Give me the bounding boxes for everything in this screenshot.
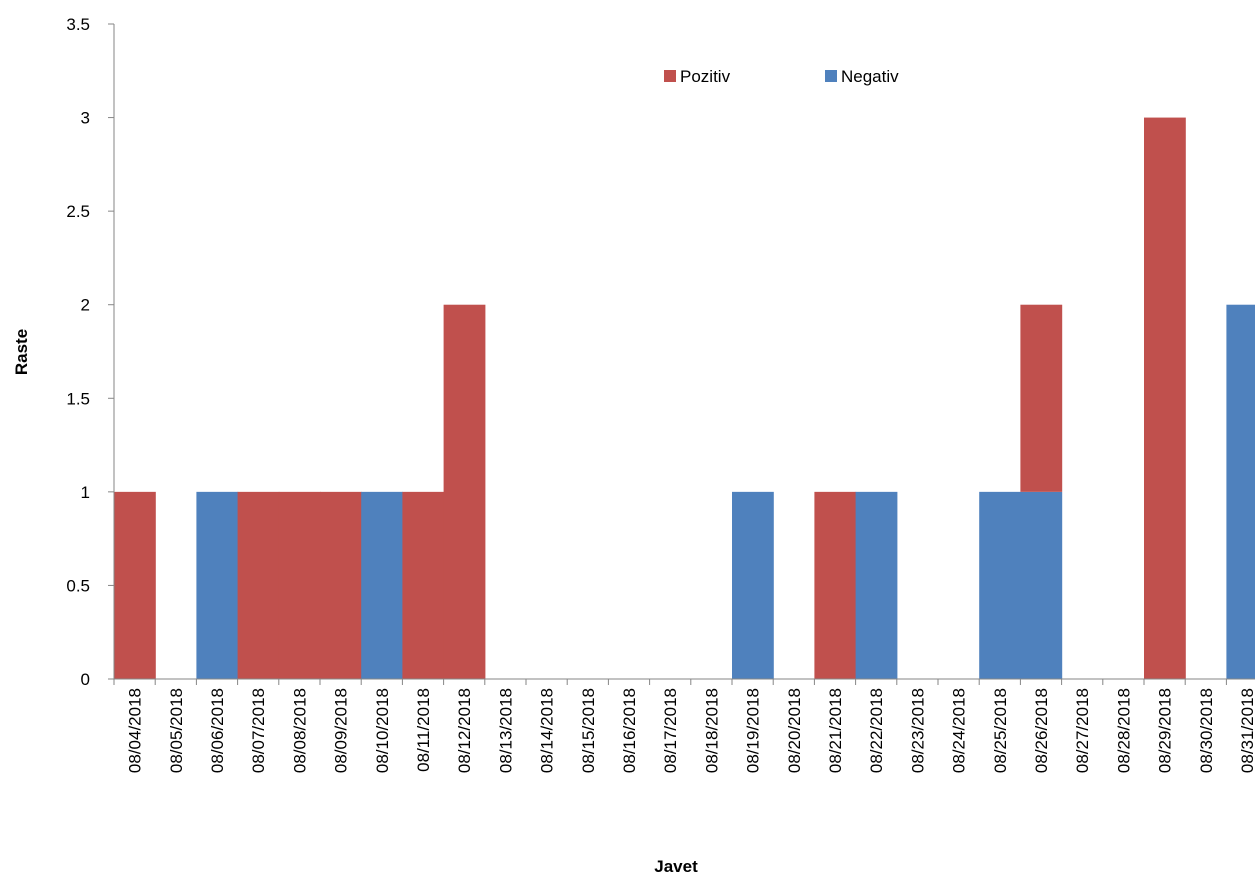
legend-swatch-negativ <box>825 70 837 82</box>
x-tick-label: 08/29/2018 <box>1156 688 1175 773</box>
legend: Pozitiv Negativ <box>664 67 899 86</box>
bar-negativ-08/31/2018 <box>1226 305 1255 679</box>
y-tick-label: 0.5 <box>66 576 90 595</box>
y-tick-label: 2.5 <box>66 202 90 221</box>
y-tick-label: 3.5 <box>66 15 90 34</box>
bar-pozitiv-08/29/2018 <box>1144 118 1186 679</box>
bar-pozitiv-08/07/2018 <box>238 492 280 679</box>
x-tick-label: 08/18/2018 <box>702 688 721 773</box>
x-tick-label: 08/31/2018 <box>1238 688 1255 773</box>
y-axis-ticks: 0 0.5 1 1.5 2 2.5 3 3.5 <box>66 15 114 689</box>
bar-pozitiv-08/08/2018 <box>279 492 321 679</box>
legend-swatch-pozitiv <box>664 70 676 82</box>
y-tick-label: 1 <box>81 483 90 502</box>
x-axis-title: Javet <box>654 857 698 876</box>
bars-layer <box>114 118 1255 679</box>
x-tick-label: 08/15/2018 <box>579 688 598 773</box>
x-tick-label: 08/06/2018 <box>208 688 227 773</box>
x-tick-label: 08/17/2018 <box>661 688 680 773</box>
x-tick-label: 08/11/2018 <box>414 688 433 772</box>
x-tick-label: 08/27/2018 <box>1073 688 1092 773</box>
x-tick-label: 08/24/2018 <box>950 688 969 773</box>
x-tick-label: 08/13/2018 <box>496 688 515 773</box>
bar-pozitiv-08/11/2018 <box>402 492 444 679</box>
x-tick-label: 08/04/2018 <box>126 688 145 773</box>
y-tick-label: 2 <box>81 296 90 315</box>
y-axis-title: Raste <box>12 329 31 375</box>
bar-negativ-08/19/2018 <box>732 492 774 679</box>
x-tick-label: 08/28/2018 <box>1114 688 1133 773</box>
legend-label-negativ: Negativ <box>841 67 899 86</box>
bar-pozitiv-08/26/2018 <box>1020 305 1062 492</box>
x-tick-label: 08/07/2018 <box>249 688 268 773</box>
bar-negativ-08/22/2018 <box>856 492 898 679</box>
x-tick-label: 08/22/2018 <box>867 688 886 773</box>
x-tick-label: 08/05/2018 <box>167 688 186 773</box>
x-tick-label: 08/16/2018 <box>620 688 639 773</box>
bar-negativ-08/10/2018 <box>361 492 403 679</box>
x-tick-label: 08/25/2018 <box>991 688 1010 773</box>
x-tick-label: 08/12/2018 <box>455 688 474 773</box>
bar-negativ-08/26/2018 <box>1020 492 1062 679</box>
bar-negativ-08/25/2018 <box>979 492 1021 679</box>
x-tick-label: 08/23/2018 <box>908 688 927 773</box>
bar-pozitiv-08/09/2018 <box>320 492 362 679</box>
x-tick-label: 08/19/2018 <box>744 688 763 773</box>
x-tick-label: 08/09/2018 <box>332 688 351 773</box>
y-tick-label: 0 <box>81 670 90 689</box>
x-tick-label: 08/21/2018 <box>826 688 845 773</box>
legend-label-pozitiv: Pozitiv <box>680 67 731 86</box>
x-axis-ticks: 08/04/2018 08/05/2018 08/06/2018 08/07/2018… <box>114 679 1255 773</box>
x-tick-label: 08/10/2018 <box>373 688 392 773</box>
x-tick-label: 08/26/2018 <box>1032 688 1051 773</box>
x-tick-label: 08/08/2018 <box>290 688 309 773</box>
bar-pozitiv-08/21/2018 <box>814 492 856 679</box>
bar-pozitiv-08/04/2018 <box>114 492 156 679</box>
x-tick-label: 08/30/2018 <box>1197 688 1216 773</box>
x-tick-label: 08/14/2018 <box>538 688 557 773</box>
x-tick-label: 08/20/2018 <box>785 688 804 773</box>
y-tick-label: 3 <box>81 109 90 128</box>
bar-negativ-08/06/2018 <box>196 492 238 679</box>
bar-pozitiv-08/12/2018 <box>444 305 486 679</box>
y-tick-label: 1.5 <box>66 389 90 408</box>
